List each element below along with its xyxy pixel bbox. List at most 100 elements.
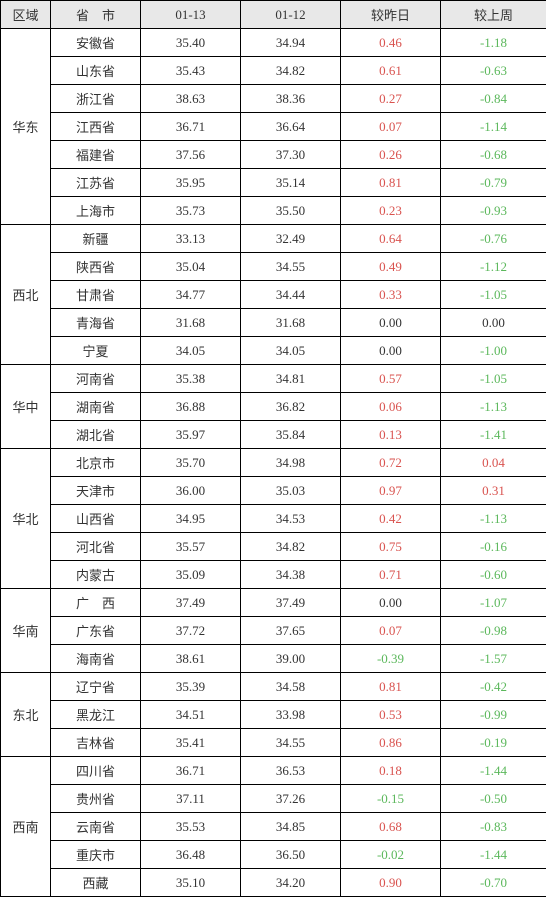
value-daydelta: 0.81: [341, 169, 441, 197]
province-cell: 福建省: [51, 141, 141, 169]
province-cell: 陕西省: [51, 253, 141, 281]
value-date2: 35.84: [241, 421, 341, 449]
value-weekdelta: -0.42: [441, 673, 546, 701]
value-date2: 37.30: [241, 141, 341, 169]
value-date2: 34.81: [241, 365, 341, 393]
value-date1: 35.38: [141, 365, 241, 393]
value-weekdelta: -1.12: [441, 253, 546, 281]
value-date2: 34.98: [241, 449, 341, 477]
table-row: 湖南省36.8836.820.06-1.13: [1, 393, 546, 421]
value-weekdelta: -1.57: [441, 645, 546, 673]
value-date1: 34.77: [141, 281, 241, 309]
value-daydelta: 0.61: [341, 57, 441, 85]
value-date2: 34.05: [241, 337, 341, 365]
value-weekdelta: -0.68: [441, 141, 546, 169]
table-row: 江西省36.7136.640.07-1.14: [1, 113, 546, 141]
value-date2: 36.64: [241, 113, 341, 141]
table-row: 陕西省35.0434.550.49-1.12: [1, 253, 546, 281]
value-daydelta: -0.15: [341, 785, 441, 813]
province-cell: 黑龙江: [51, 701, 141, 729]
table-row: 华东安徽省35.4034.940.46-1.18: [1, 29, 546, 57]
header-region: 区域: [1, 1, 51, 29]
table-row: 天津市36.0035.030.970.31: [1, 477, 546, 505]
province-cell: 江苏省: [51, 169, 141, 197]
value-date1: 35.40: [141, 29, 241, 57]
header-row: 区域 省 市 01-13 01-12 较昨日 较上周: [1, 1, 546, 29]
value-daydelta: 0.07: [341, 617, 441, 645]
value-date2: 34.82: [241, 533, 341, 561]
value-weekdelta: -0.76: [441, 225, 546, 253]
value-date1: 35.73: [141, 197, 241, 225]
province-cell: 广东省: [51, 617, 141, 645]
value-date1: 38.63: [141, 85, 241, 113]
value-date1: 37.11: [141, 785, 241, 813]
value-weekdelta: -0.16: [441, 533, 546, 561]
table-row: 甘肃省34.7734.440.33-1.05: [1, 281, 546, 309]
region-cell: 西南: [1, 757, 51, 897]
value-date2: 37.49: [241, 589, 341, 617]
value-daydelta: 0.68: [341, 813, 441, 841]
value-date2: 32.49: [241, 225, 341, 253]
value-daydelta: 0.90: [341, 869, 441, 897]
value-date2: 34.38: [241, 561, 341, 589]
value-daydelta: -0.39: [341, 645, 441, 673]
value-date1: 35.97: [141, 421, 241, 449]
value-weekdelta: -0.70: [441, 869, 546, 897]
value-daydelta: 0.23: [341, 197, 441, 225]
value-date2: 39.00: [241, 645, 341, 673]
value-daydelta: 0.46: [341, 29, 441, 57]
value-date1: 35.95: [141, 169, 241, 197]
region-cell: 华中: [1, 365, 51, 449]
value-daydelta: 0.97: [341, 477, 441, 505]
value-daydelta: 0.00: [341, 589, 441, 617]
value-daydelta: 0.75: [341, 533, 441, 561]
header-daydelta: 较昨日: [341, 1, 441, 29]
table-row: 内蒙古35.0934.380.71-0.60: [1, 561, 546, 589]
value-weekdelta: -0.99: [441, 701, 546, 729]
value-daydelta: 0.26: [341, 141, 441, 169]
value-date1: 38.61: [141, 645, 241, 673]
value-weekdelta: -1.44: [441, 841, 546, 869]
province-cell: 重庆市: [51, 841, 141, 869]
province-cell: 上海市: [51, 197, 141, 225]
value-weekdelta: -1.18: [441, 29, 546, 57]
province-cell: 北京市: [51, 449, 141, 477]
value-weekdelta: 0.31: [441, 477, 546, 505]
value-weekdelta: -0.83: [441, 813, 546, 841]
value-daydelta: 0.18: [341, 757, 441, 785]
value-weekdelta: -1.05: [441, 281, 546, 309]
value-weekdelta: -0.19: [441, 729, 546, 757]
value-date1: 33.13: [141, 225, 241, 253]
value-weekdelta: -0.93: [441, 197, 546, 225]
table-row: 广东省37.7237.650.07-0.98: [1, 617, 546, 645]
value-date2: 34.82: [241, 57, 341, 85]
value-weekdelta: -0.84: [441, 85, 546, 113]
value-date1: 35.10: [141, 869, 241, 897]
table-row: 贵州省37.1137.26-0.15-0.50: [1, 785, 546, 813]
value-daydelta: -0.02: [341, 841, 441, 869]
value-weekdelta: -0.60: [441, 561, 546, 589]
province-cell: 辽宁省: [51, 673, 141, 701]
table-row: 福建省37.5637.300.26-0.68: [1, 141, 546, 169]
value-date1: 37.56: [141, 141, 241, 169]
table-row: 吉林省35.4134.550.86-0.19: [1, 729, 546, 757]
value-date1: 35.39: [141, 673, 241, 701]
value-weekdelta: -1.07: [441, 589, 546, 617]
value-date1: 34.51: [141, 701, 241, 729]
value-date2: 36.53: [241, 757, 341, 785]
value-date1: 36.71: [141, 113, 241, 141]
province-cell: 新疆: [51, 225, 141, 253]
value-date2: 34.55: [241, 253, 341, 281]
table-row: 黑龙江34.5133.980.53-0.99: [1, 701, 546, 729]
value-daydelta: 0.57: [341, 365, 441, 393]
value-date1: 35.57: [141, 533, 241, 561]
value-date2: 37.26: [241, 785, 341, 813]
value-weekdelta: -0.63: [441, 57, 546, 85]
province-cell: 西藏: [51, 869, 141, 897]
value-date2: 35.03: [241, 477, 341, 505]
value-date2: 34.20: [241, 869, 341, 897]
value-date2: 34.94: [241, 29, 341, 57]
value-weekdelta: -1.13: [441, 393, 546, 421]
province-cell: 江西省: [51, 113, 141, 141]
table-body: 华东安徽省35.4034.940.46-1.18山东省35.4334.820.6…: [1, 29, 546, 897]
